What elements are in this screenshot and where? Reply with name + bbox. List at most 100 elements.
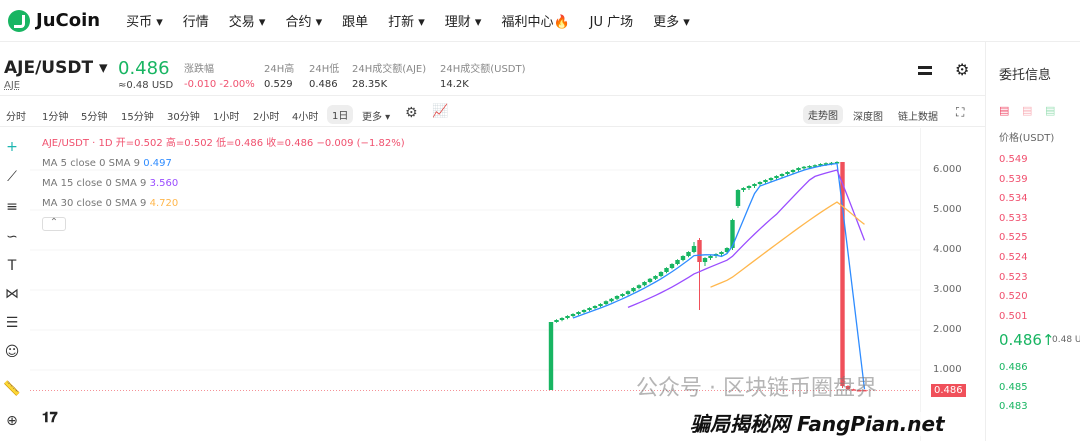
nav-item[interactable]: 更多 ▾ — [653, 15, 690, 30]
ruler-icon[interactable]: 📏 — [3, 381, 21, 397]
view-tab[interactable]: 深度图 — [853, 112, 883, 123]
candle-body — [598, 304, 603, 306]
candle-body — [746, 186, 752, 188]
measure-lines-icon[interactable]: ☰ — [5, 315, 19, 331]
ma-line — [710, 201, 865, 288]
ma-line — [627, 169, 866, 309]
nav-item[interactable]: 交易 ▾ — [228, 15, 266, 30]
pattern-icon[interactable]: ⋈ — [5, 286, 19, 302]
nav-item[interactable]: 理财 ▾ — [444, 15, 482, 30]
ma-value: 4.720 — [149, 198, 179, 209]
text-icon[interactable]: T — [7, 258, 17, 274]
ask-price[interactable]: 0.533 — [999, 212, 1028, 224]
candle-body — [664, 268, 669, 272]
candle-body — [620, 294, 625, 296]
interval-tab-selected[interactable]: 1日 — [327, 105, 354, 124]
tradingview-logo[interactable]: 𝟏𝟕 — [42, 410, 58, 426]
interval-tab[interactable]: 15分钟 — [121, 112, 154, 123]
nav-item[interactable]: 行情 — [182, 15, 209, 30]
candle-body — [702, 258, 708, 262]
ask-price[interactable]: 0.524 — [999, 252, 1028, 263]
brand-logo[interactable]: JuCoin — [8, 9, 100, 32]
bid-price[interactable]: 0.486 — [999, 362, 1028, 373]
collapse-legend-button[interactable]: ⌃ — [42, 217, 66, 231]
chart-settings-icon[interactable]: ⚙ — [405, 105, 418, 121]
interval-tab[interactable]: 1小时 — [213, 112, 240, 123]
stat-label: 涨跌幅 — [184, 64, 214, 75]
gear-icon[interactable]: ⚙ — [955, 60, 970, 79]
ask-price[interactable]: 0.525 — [999, 232, 1028, 244]
candle-body — [752, 184, 757, 186]
axis-tick: 1.000 — [933, 364, 962, 375]
order-book-panel: 委托信息 ▤ ▤ ▤ 价格(USDT) 0.549 0.539 0.534 0.533… — [985, 42, 1080, 441]
price-header: 价格(USDT) — [999, 133, 1055, 144]
candle-body — [779, 174, 785, 176]
trend-line-icon[interactable]: ⟋ — [7, 169, 17, 185]
ask-price[interactable]: 0.501 — [999, 310, 1028, 322]
axis-tick: 2.000 — [933, 324, 962, 335]
nav-item[interactable]: 合约 ▾ — [285, 15, 323, 30]
ask-price[interactable]: 0.520 — [999, 291, 1028, 303]
candle-body — [653, 276, 658, 279]
candle-body — [686, 252, 691, 256]
stat-label: 24H成交额(AJE) — [352, 64, 427, 75]
ask-price[interactable]: 0.534 — [999, 193, 1028, 205]
view-tab-selected[interactable]: 走势图 — [803, 105, 843, 124]
candle-body — [554, 320, 559, 322]
interval-tab[interactable]: 2小时 — [253, 112, 280, 123]
orderbook-asks-icon[interactable]: ▤ — [1022, 104, 1033, 117]
ma-line — [572, 162, 866, 390]
orderbook-last-usd: 0.48 USD — [1052, 335, 1080, 345]
interval-tab[interactable]: 1分钟 — [42, 112, 69, 123]
candle-body — [796, 168, 801, 170]
usd-price: ≈0.48 USD — [118, 80, 174, 91]
token-link[interactable]: AJE — [4, 80, 21, 91]
ma-legend: MA 30 close 0 SMA 9 4.720 — [42, 198, 179, 209]
candle-body — [713, 254, 719, 256]
candle-body — [790, 170, 796, 172]
stat-label: 24H低 — [309, 64, 340, 75]
candle-body — [818, 164, 823, 166]
candle-body — [647, 278, 653, 282]
fullscreen-icon[interactable]: ⛶ — [956, 105, 965, 119]
more-intervals-dropdown[interactable]: 更多 ▾ — [362, 112, 391, 123]
candle-body — [697, 240, 702, 262]
candle-body — [658, 272, 664, 276]
bid-price[interactable]: 0.485 — [999, 381, 1028, 393]
pair-selector[interactable]: AJE/USDT ▾ — [4, 58, 108, 78]
candle-body — [741, 188, 746, 190]
ticker-header: AJE/USDT ▾ AJE 0.486 ≈0.48 USD 涨跌幅 -0.01… — [0, 50, 985, 96]
interval-tab[interactable]: 分时 — [6, 112, 26, 123]
orderbook-bids-icon[interactable]: ▤ — [1045, 104, 1056, 117]
zoom-in-icon[interactable]: ⊕ — [6, 413, 18, 429]
nav-item[interactable]: 跟单 — [342, 15, 369, 30]
brush-icon[interactable]: ∽ — [6, 229, 18, 245]
indicator-icon[interactable]: 📈 — [432, 104, 449, 119]
ask-price[interactable]: 0.523 — [999, 271, 1028, 283]
horizontal-lines-icon[interactable]: ≡ — [6, 199, 18, 215]
emoji-icon[interactable]: ☺ — [4, 344, 20, 360]
interval-tab[interactable]: 5分钟 — [81, 112, 108, 123]
ask-price[interactable]: 0.549 — [999, 154, 1028, 165]
candle-body — [669, 264, 675, 268]
nav-item[interactable]: JU 广场 — [589, 15, 634, 30]
ask-price[interactable]: 0.539 — [999, 173, 1028, 185]
price-axis[interactable]: 6.000 5.000 4.000 3.000 2.000 1.000 0.48… — [920, 128, 984, 441]
interval-tab[interactable]: 30分钟 — [167, 112, 200, 123]
compare-icon[interactable] — [918, 66, 932, 75]
nav-item[interactable]: 福利中心🔥 — [501, 15, 570, 30]
last-price: 0.486 — [118, 58, 170, 79]
crosshair-icon[interactable]: + — [6, 139, 18, 155]
stat-value: 14.2K — [440, 79, 469, 90]
nav-item[interactable]: 打新 ▾ — [388, 15, 425, 30]
candle-body — [735, 190, 741, 206]
nav-item[interactable]: 买币 ▾ — [126, 15, 163, 30]
candle-body — [603, 301, 609, 304]
view-tab[interactable]: 链上数据 — [898, 112, 938, 123]
interval-tab[interactable]: 4小时 — [292, 112, 319, 123]
stat-label: 24H成交额(USDT) — [440, 64, 526, 75]
candle-body — [812, 165, 818, 167]
watermark-text: 公众号 · 区块链币圈盘界 — [636, 376, 877, 401]
orderbook-both-icon[interactable]: ▤ — [999, 104, 1010, 117]
bid-price[interactable]: 0.483 — [999, 401, 1028, 413]
